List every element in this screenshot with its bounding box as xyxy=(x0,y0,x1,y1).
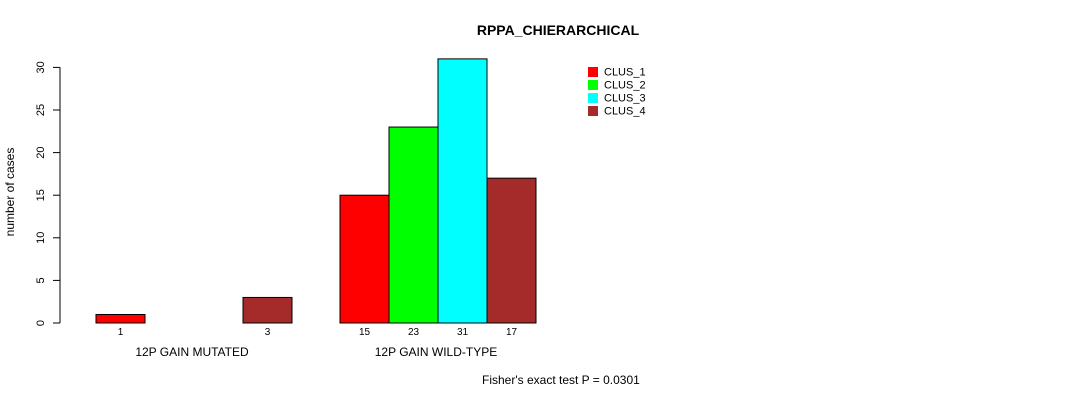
legend-label: CLUS_4 xyxy=(604,106,646,118)
bar-value-label: 3 xyxy=(265,327,271,338)
group-label: 12P GAIN MUTATED xyxy=(135,345,249,359)
bar-clus-4 xyxy=(242,296,293,324)
y-tick-label: 20 xyxy=(35,146,47,158)
legend-label: CLUS_3 xyxy=(604,93,646,105)
legend-swatch xyxy=(588,80,598,90)
bar-value-label: 17 xyxy=(506,327,518,338)
chart-title: RPPA_CHIERARCHICAL xyxy=(477,22,640,38)
y-tick-label: 0 xyxy=(35,320,47,326)
y-axis-label: number of cases xyxy=(3,148,17,237)
legend-swatch xyxy=(588,67,598,77)
bar-clus-4 xyxy=(486,177,537,324)
bar-clus-2 xyxy=(388,126,439,324)
y-tick-label: 10 xyxy=(35,232,47,244)
y-tick-label: 25 xyxy=(35,104,47,116)
fisher-test-annotation: Fisher's exact test P = 0.0301 xyxy=(482,373,640,387)
y-tick-label: 30 xyxy=(35,61,47,73)
bar-clus-3 xyxy=(437,58,488,324)
group-label: 12P GAIN WILD-TYPE xyxy=(375,345,497,359)
value-labels: 1 3 15 23 31 17 xyxy=(118,327,518,338)
bar-value-label: 31 xyxy=(457,327,469,338)
y-tick-label: 5 xyxy=(35,277,47,283)
bar-clus-1 xyxy=(95,313,146,324)
bar-value-label: 23 xyxy=(408,327,420,338)
y-axis: 0 5 10 15 20 25 30 xyxy=(35,61,61,326)
legend-swatch xyxy=(588,106,598,116)
group-labels: 12P GAIN MUTATED 12P GAIN WILD-TYPE xyxy=(135,345,497,359)
bar-value-label: 1 xyxy=(118,327,124,338)
bar-clus-1 xyxy=(339,194,390,324)
y-tick-label: 15 xyxy=(35,189,47,201)
legend-swatch xyxy=(588,93,598,103)
bars xyxy=(95,58,537,324)
legend-label: CLUS_1 xyxy=(604,67,646,79)
legend-label: CLUS_2 xyxy=(604,80,646,92)
bar-value-label: 15 xyxy=(359,327,371,338)
